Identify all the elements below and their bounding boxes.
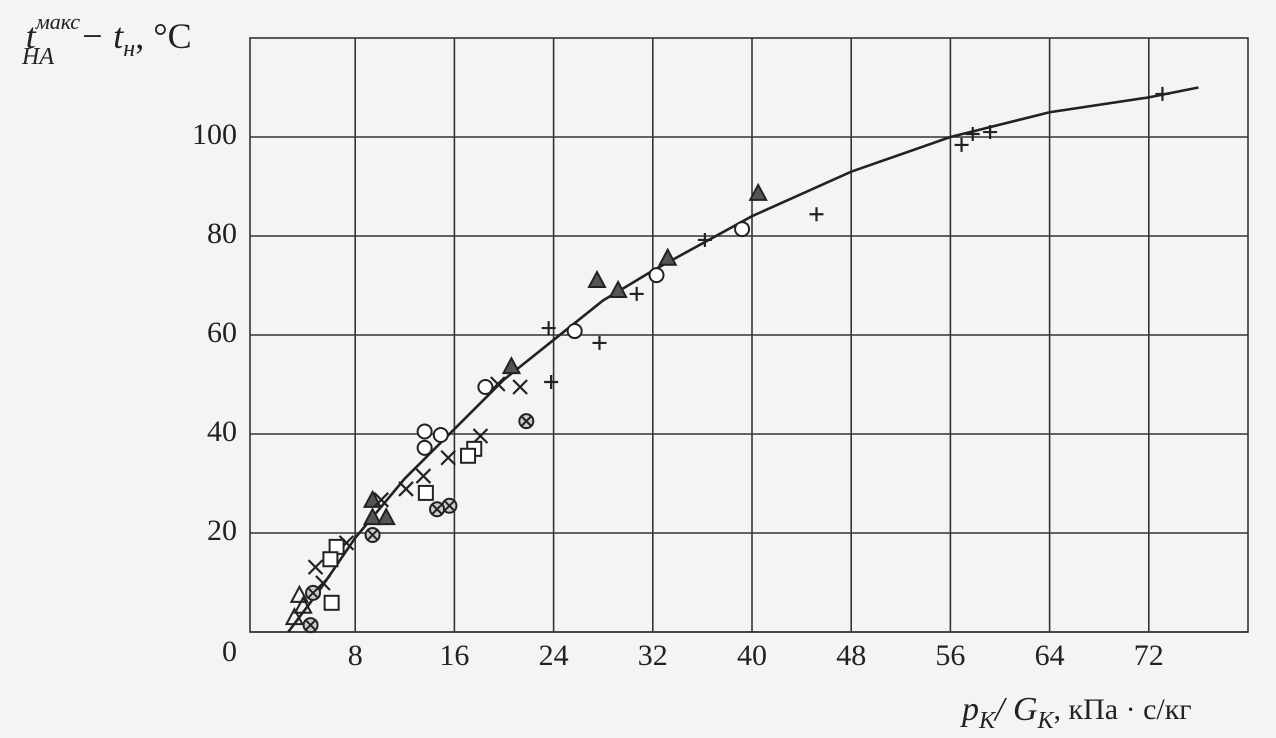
point	[965, 127, 980, 142]
point	[362, 507, 383, 526]
y-label-rest-sub: н	[123, 36, 135, 62]
point	[322, 551, 339, 568]
point	[697, 232, 712, 247]
x-tick-label: 24	[539, 639, 569, 672]
point	[364, 526, 381, 543]
x-label-g: / G	[993, 691, 1038, 728]
point	[293, 595, 313, 614]
point	[592, 335, 607, 350]
point	[983, 125, 998, 140]
y-label-sub: НА	[21, 44, 54, 70]
y-label-sup: макс	[35, 9, 80, 34]
point	[429, 501, 446, 518]
y-axis-label: tмакс НА − tн, °C	[21, 9, 192, 69]
point	[460, 447, 477, 464]
point	[415, 468, 432, 484]
x-label-p: p	[960, 691, 979, 728]
point	[648, 267, 665, 284]
point	[302, 617, 319, 634]
x-label-p-sub: K	[978, 708, 997, 734]
point	[748, 182, 768, 201]
y-label-unit: , °C	[135, 16, 191, 56]
x-label-g-sub: K	[1037, 708, 1056, 734]
point	[362, 489, 383, 508]
x-tick-label: 56	[935, 639, 965, 672]
fit-curve	[287, 86, 1199, 633]
x-label-unit: , кПа · с/кг	[1054, 693, 1192, 726]
x-tick-label: 72	[1134, 639, 1164, 672]
y-tick-label: 80	[207, 217, 237, 250]
point	[398, 481, 414, 497]
point	[1155, 86, 1170, 101]
point	[629, 286, 644, 301]
point	[416, 439, 433, 456]
point	[541, 321, 556, 336]
point	[954, 137, 969, 152]
point	[323, 594, 340, 611]
point	[472, 428, 489, 444]
y-label-main: t	[26, 16, 37, 56]
point	[305, 584, 322, 601]
x-tick-label: 8	[348, 639, 363, 672]
y-tick-label: 60	[207, 316, 237, 349]
point	[608, 279, 628, 298]
point	[518, 413, 535, 430]
point	[501, 356, 522, 375]
point	[289, 584, 310, 603]
y-tick-label: 0	[222, 635, 237, 668]
point	[544, 375, 559, 390]
y-tick-label: 40	[207, 415, 237, 448]
point	[658, 247, 678, 266]
point	[284, 607, 305, 626]
point	[477, 378, 494, 395]
x-tick-label: 32	[638, 639, 668, 672]
point	[809, 207, 824, 222]
point	[432, 426, 449, 443]
point	[373, 492, 390, 508]
y-tick-label: 100	[192, 118, 237, 151]
y-tick-label: 20	[207, 514, 237, 547]
x-axis-label: pK/ GK, кПа · с/кг	[960, 691, 1192, 734]
y-label-rest: − t	[80, 16, 124, 56]
x-tick-label: 16	[439, 639, 469, 672]
point	[440, 449, 456, 466]
x-tick-label: 40	[737, 639, 767, 672]
point	[490, 376, 506, 392]
point	[417, 484, 434, 501]
point	[376, 507, 396, 526]
x-tick-label: 64	[1035, 639, 1065, 672]
point	[512, 379, 528, 395]
point	[441, 497, 458, 514]
point	[416, 423, 433, 440]
point	[566, 323, 583, 340]
point	[307, 559, 324, 575]
x-tick-label: 48	[836, 639, 866, 672]
point	[587, 269, 607, 289]
point	[734, 221, 751, 238]
